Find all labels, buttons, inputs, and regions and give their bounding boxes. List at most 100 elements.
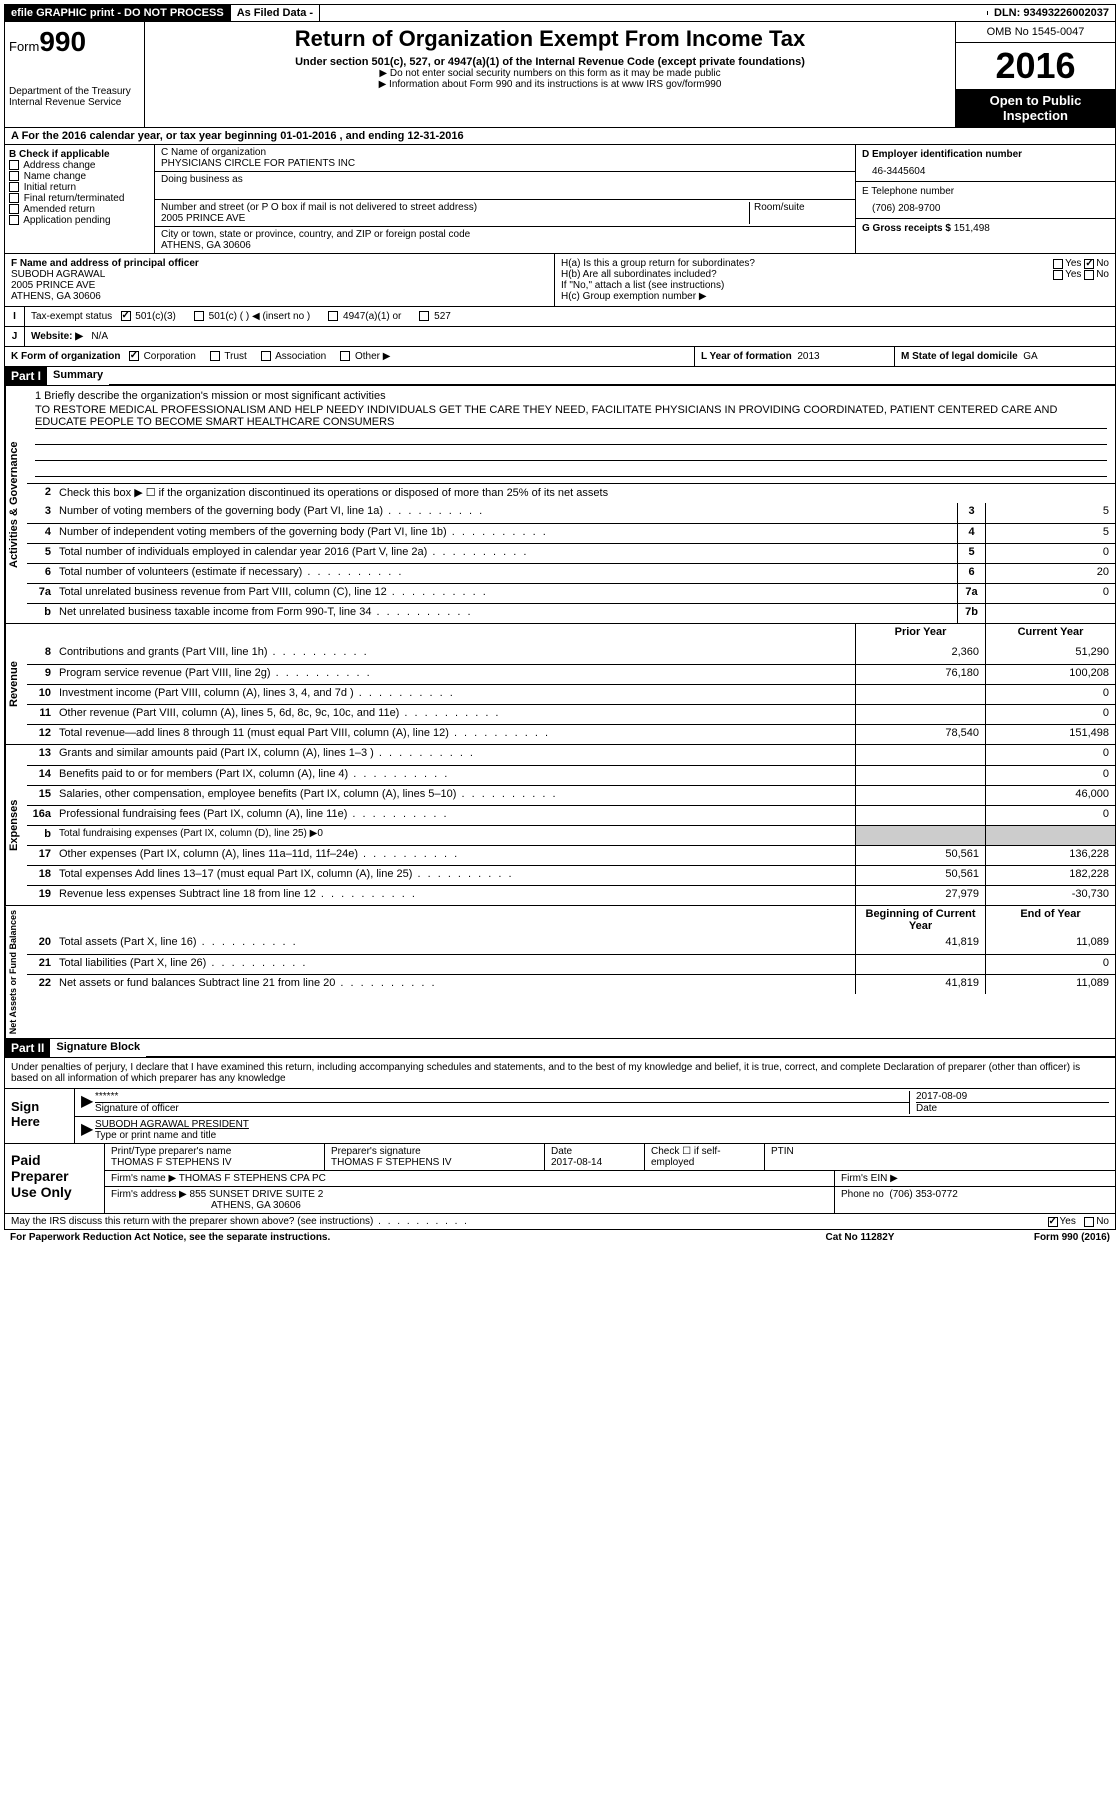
m-label: M State of legal domicile [901, 351, 1018, 362]
street-value: 2005 PRINCE AVE [161, 213, 749, 224]
prep-date-label: Date [551, 1146, 638, 1157]
c-name-cell: C Name of organization PHYSICIANS CIRCLE… [155, 145, 855, 172]
asfiled-label: As Filed Data - [231, 5, 320, 21]
checkbox[interactable] [340, 351, 350, 361]
sign-here-grid: Sign Here ▶ ****** Signature of officer … [5, 1088, 1115, 1143]
officer-print-name: SUBODH AGRAWAL PRESIDENT [95, 1119, 1109, 1130]
checkbox[interactable] [9, 215, 19, 225]
website-value: N/A [91, 331, 108, 342]
checkbox[interactable] [129, 351, 139, 361]
rev-col-header: Prior Year Current Year [27, 624, 1115, 644]
row-a-period: A For the 2016 calendar year, or tax yea… [4, 128, 1116, 145]
treasury-dept: Department of the Treasury Internal Reve… [9, 86, 140, 108]
firm-phone: (706) 353-0772 [889, 1189, 957, 1200]
hb-label: H(b) Are all subordinates included? [561, 269, 1053, 280]
i-option: 4947(a)(1) or [328, 311, 401, 322]
city-value: ATHENS, GA 30606 [161, 240, 849, 251]
side-expenses: Expenses [5, 745, 27, 905]
summary-line: 18Total expenses Add lines 13–17 (must e… [27, 865, 1115, 885]
tax-exempt-label: Tax-exempt status [31, 311, 112, 322]
j-body: Website: ▶ N/A [25, 327, 1115, 346]
summary-line: 14Benefits paid to or for members (Part … [27, 765, 1115, 785]
mission-label: 1 Briefly describe the organization's mi… [35, 390, 1107, 402]
l-value: 2013 [797, 351, 819, 362]
discuss-yes-check[interactable] [1048, 1217, 1058, 1227]
sig-officer-label: Signature of officer [95, 1102, 909, 1114]
ein-value: 46-3445604 [862, 160, 1109, 177]
ha-label: H(a) Is this a group return for subordin… [561, 258, 1053, 269]
end-year-hdr: End of Year [985, 906, 1115, 934]
checkbox[interactable] [121, 311, 131, 321]
mission-block: 1 Briefly describe the organization's mi… [27, 386, 1115, 483]
ssn-note: ▶ Do not enter social security numbers o… [153, 68, 947, 79]
top-bar: efile GRAPHIC print - DO NOT PROCESS As … [4, 4, 1116, 22]
firm-ein-label: Firm's EIN ▶ [835, 1171, 1115, 1186]
summary-line: 21Total liabilities (Part X, line 26)0 [27, 954, 1115, 974]
website-label: Website: ▶ [31, 331, 83, 342]
checkbox[interactable] [9, 160, 19, 170]
hb-no-check[interactable] [1084, 270, 1094, 280]
summary-line: 4Number of independent voting members of… [27, 523, 1115, 543]
gov-block: Activities & Governance 1 Briefly descri… [5, 386, 1115, 623]
j-label: J [5, 327, 25, 346]
summary-line: 17Other expenses (Part IX, column (A), l… [27, 845, 1115, 865]
k-option: Corporation [129, 351, 196, 362]
net-col-header: Beginning of Current Year End of Year [27, 906, 1115, 934]
prep-name-label: Print/Type preparer's name [111, 1146, 318, 1157]
irs-link[interactable]: www IRS gov/form990 [622, 79, 721, 90]
prep-sig-label: Preparer's signature [331, 1146, 538, 1157]
checkbox[interactable] [9, 193, 19, 203]
b-checkbox-item: Final return/terminated [9, 193, 150, 204]
firm-phone-label: Phone no [841, 1189, 884, 1200]
h-group: H(a) Is this a group return for subordin… [555, 254, 1115, 306]
f-officer: F Name and address of principal officer … [5, 254, 555, 306]
k-option: Other ▶ [340, 351, 390, 362]
discuss-no-check[interactable] [1084, 1217, 1094, 1227]
c-street-cell: Number and street (or P O box if mail is… [155, 200, 855, 227]
checkbox[interactable] [194, 311, 204, 321]
ha-no-check[interactable] [1084, 259, 1094, 269]
side-net-assets: Net Assets or Fund Balances [5, 906, 27, 1038]
summary-line: 3Number of voting members of the governi… [27, 503, 1115, 523]
paperwork-notice: For Paperwork Reduction Act Notice, see … [10, 1232, 760, 1243]
summary-line: 22Net assets or fund balances Subtract l… [27, 974, 1115, 994]
checkbox[interactable] [9, 171, 19, 181]
k-option: Association [261, 351, 326, 362]
firm-addr1: 855 SUNSET DRIVE SUITE 2 [190, 1189, 324, 1200]
checkbox[interactable] [419, 311, 429, 321]
firm-addr-label: Firm's address ▶ [111, 1189, 187, 1200]
checkbox[interactable] [9, 204, 19, 214]
cat-no: Cat No 11282Y [760, 1232, 960, 1243]
hb-note: If "No," attach a list (see instructions… [561, 280, 1109, 291]
hb-yes-check[interactable] [1053, 270, 1063, 280]
open-inspection: Open to Public Inspection [956, 89, 1115, 127]
asfiled-blank [320, 11, 988, 15]
i-option: 527 [419, 311, 450, 322]
form-title: Return of Organization Exempt From Incom… [153, 26, 947, 52]
c-city-cell: City or town, state or province, country… [155, 227, 855, 253]
m-state: M State of legal domicile GA [895, 347, 1115, 366]
footer-discuss: May the IRS discuss this return with the… [4, 1214, 1116, 1230]
prior-year-hdr: Prior Year [855, 624, 985, 644]
row-i: I Tax-exempt status 501(c)(3) 501(c) ( )… [4, 307, 1116, 327]
checkbox[interactable] [328, 311, 338, 321]
form-subtitle: Under section 501(c), 527, or 4947(a)(1)… [153, 56, 947, 68]
part2-title: Signature Block [50, 1039, 146, 1057]
checkbox[interactable] [9, 182, 19, 192]
b-checkbox-item: Initial return [9, 182, 150, 193]
b-checkbox-item: Application pending [9, 215, 150, 226]
discuss-text: May the IRS discuss this return with the… [11, 1216, 469, 1227]
part1-title: Summary [47, 367, 109, 385]
checkbox[interactable] [261, 351, 271, 361]
beg-year-hdr: Beginning of Current Year [855, 906, 985, 934]
part1-header: Part I Summary [4, 367, 1116, 386]
signature-block: Under penalties of perjury, I declare th… [4, 1058, 1116, 1144]
efile-label: efile GRAPHIC print - DO NOT PROCESS [5, 5, 231, 21]
checkbox[interactable] [210, 351, 220, 361]
dln-value: 93493226002037 [1023, 7, 1109, 19]
summary-line: 13Grants and similar amounts paid (Part … [27, 745, 1115, 765]
prep-date: 2017-08-14 [551, 1157, 638, 1168]
ha-yes-check[interactable] [1053, 259, 1063, 269]
phone-label: E Telephone number [862, 186, 1109, 197]
paid-preparer: Paid Preparer Use Only Print/Type prepar… [4, 1144, 1116, 1214]
